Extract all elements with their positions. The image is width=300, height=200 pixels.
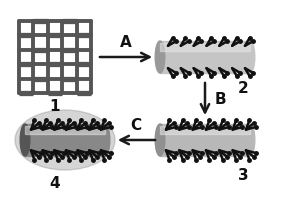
- Ellipse shape: [15, 110, 115, 170]
- Ellipse shape: [245, 124, 255, 156]
- Bar: [25, 126, 105, 134]
- Bar: [160, 126, 250, 134]
- Text: A: A: [120, 35, 132, 50]
- Text: C: C: [130, 118, 142, 133]
- Bar: [160, 41, 250, 73]
- Bar: [160, 124, 250, 156]
- Ellipse shape: [155, 41, 165, 73]
- Text: B: B: [215, 92, 226, 106]
- Bar: [160, 43, 250, 51]
- Text: 2: 2: [238, 81, 248, 96]
- Ellipse shape: [245, 41, 255, 73]
- Text: 1: 1: [50, 99, 60, 114]
- Ellipse shape: [20, 124, 30, 156]
- Text: 4: 4: [50, 176, 60, 191]
- Text: 3: 3: [238, 168, 248, 183]
- Ellipse shape: [155, 124, 165, 156]
- Bar: [25, 124, 105, 156]
- Ellipse shape: [100, 124, 110, 156]
